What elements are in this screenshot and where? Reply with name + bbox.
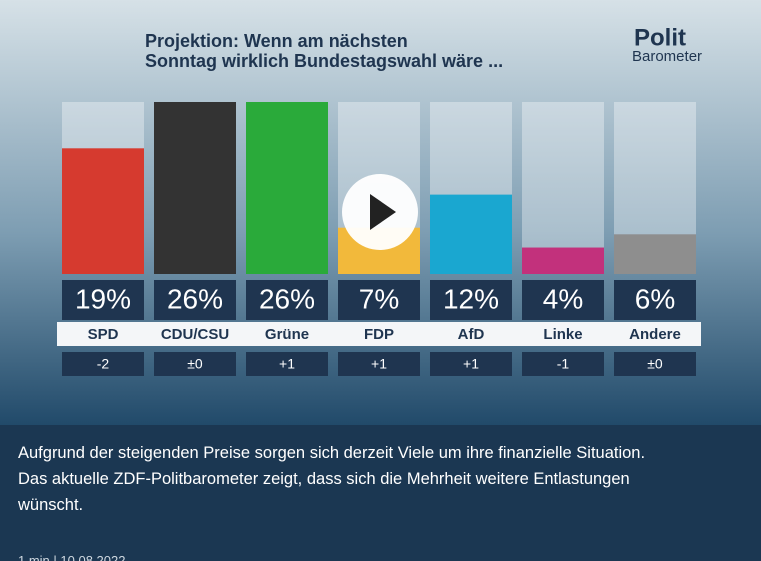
play-icon[interactable] [370,194,396,230]
category-box [609,322,701,346]
bar [522,247,604,274]
value-box [154,280,236,320]
change-box [246,352,328,376]
video-meta: 1 min | 10.08.2022 [18,553,126,561]
change-box [614,352,696,376]
bar [614,234,696,274]
video-player[interactable]: Projektion: Wenn am nächsten Sonntag wir… [0,0,761,425]
play-button[interactable] [342,174,418,250]
change-box [522,352,604,376]
category-box [517,322,609,346]
caption-line: Aufgrund der steigenden Preise sorgen si… [18,444,646,462]
value-box [614,280,696,320]
caption: Aufgrund der steigenden Preise sorgen si… [18,440,645,518]
value-box [62,280,144,320]
caption-line: wünscht. [18,496,84,514]
change-label: -1 [557,356,570,372]
change-label: ±0 [187,356,203,372]
category-label: Linke [543,326,582,343]
category-box [149,322,241,346]
caption-line: Das aktuelle ZDF-Politbarometer zeigt, d… [18,470,630,488]
value-box [522,280,604,320]
change-box [338,352,420,376]
value-box [430,280,512,320]
bar-track [522,102,604,274]
category-label: SPD [88,326,119,343]
bar [154,102,236,274]
value-label: 26% [259,283,315,314]
change-box [430,352,512,376]
change-label: +1 [279,356,295,372]
value-label: 6% [635,283,675,314]
chart-title: Sonntag wirklich Bundestagswahl wäre ... [145,51,503,71]
value-label: 7% [359,283,399,314]
bar [430,194,512,274]
value-label: 4% [543,283,583,314]
change-box [62,352,144,376]
category-box [57,322,149,346]
change-label: ±0 [647,356,663,372]
value-label: 12% [443,283,499,314]
category-box [425,322,517,346]
change-label: -2 [97,356,110,372]
category-label: Andere [629,326,681,343]
change-label: +1 [371,356,387,372]
value-label: 26% [167,283,223,314]
category-label: FDP [364,326,394,343]
chart-title: Projektion: Wenn am nächsten [145,31,408,51]
bar [246,102,328,274]
category-label: CDU/CSU [161,326,229,343]
change-label: +1 [463,356,479,372]
category-box [241,322,333,346]
logo: Barometer [632,48,702,65]
bar [62,148,144,274]
change-box [154,352,236,376]
category-box [333,322,425,346]
category-label: AfD [458,326,485,343]
value-box [246,280,328,320]
category-label: Grüne [265,326,309,343]
logo: Polit [634,24,686,51]
chart: 19% SPD -2 26% CDU/CSU ±0 26% Grüne +1 7% FDP +1 12%… [57,102,701,376]
value-label: 19% [75,283,131,314]
value-box [338,280,420,320]
